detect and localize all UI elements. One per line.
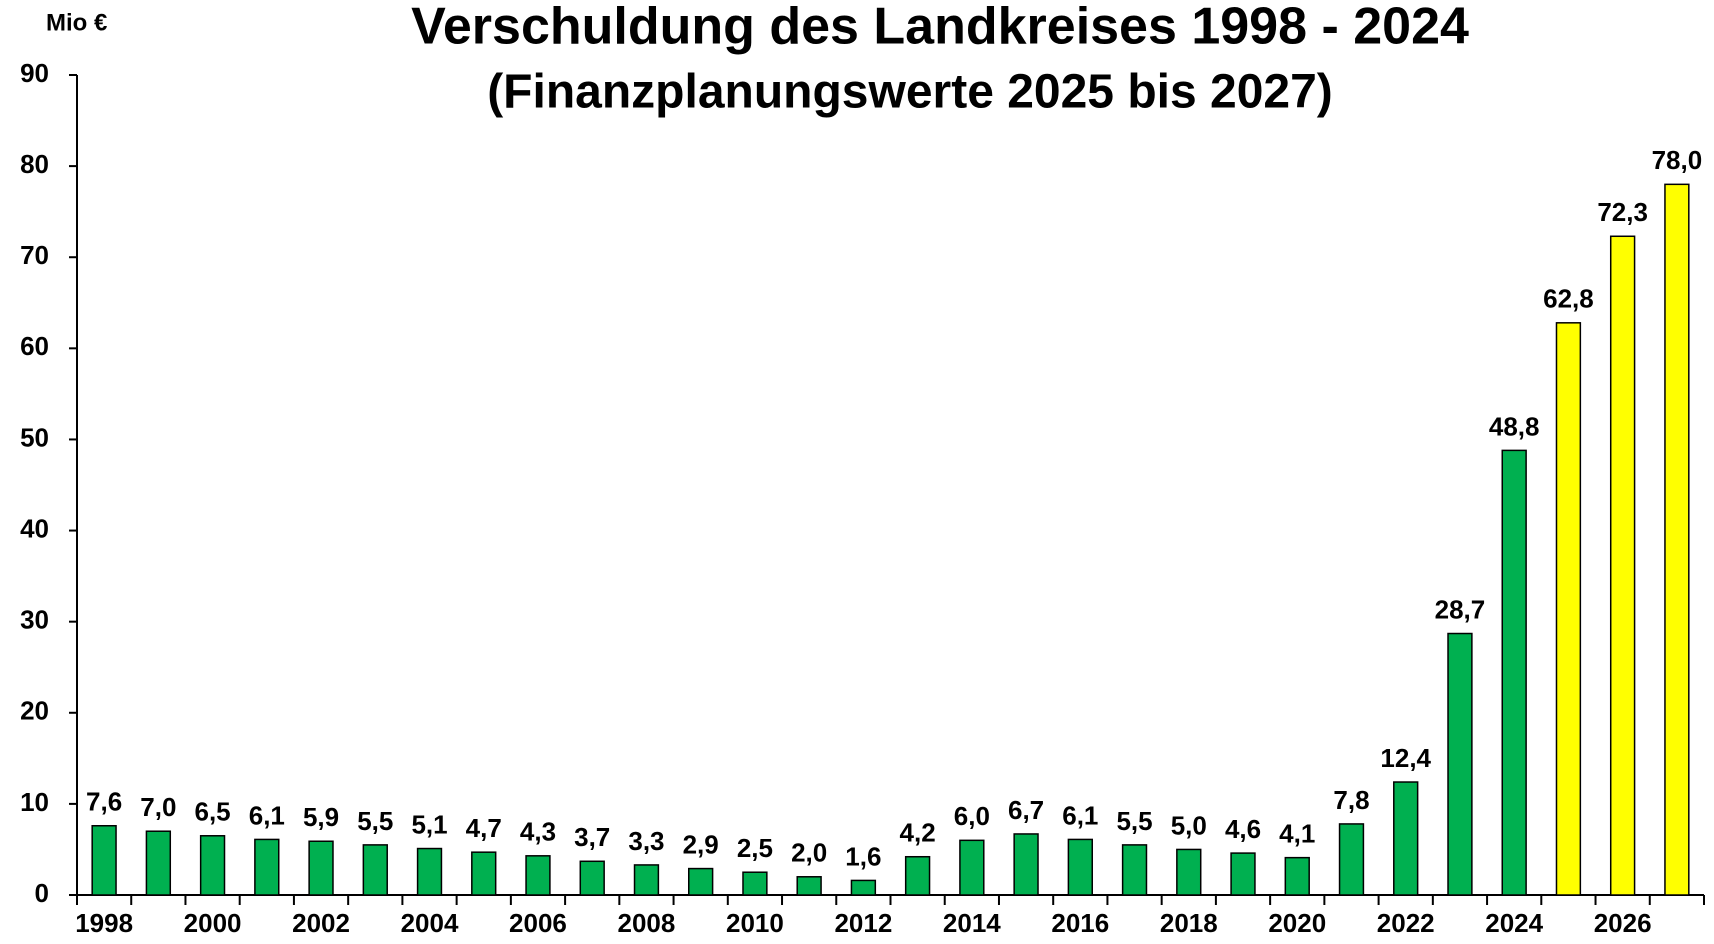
bar bbox=[796, 876, 822, 896]
data-label: 78,0 bbox=[1652, 145, 1703, 175]
data-label: 2,9 bbox=[683, 829, 719, 859]
y-tick-label: 40 bbox=[20, 513, 49, 543]
bar bbox=[416, 847, 443, 896]
y-tick-label: 60 bbox=[20, 331, 49, 361]
x-tick-label: 2002 bbox=[292, 908, 350, 938]
bar bbox=[904, 855, 931, 896]
data-label: 48,8 bbox=[1489, 411, 1540, 441]
data-label: 12,4 bbox=[1380, 743, 1431, 773]
data-label: 7,6 bbox=[86, 787, 122, 817]
y-axis-label: Mio € bbox=[46, 9, 107, 36]
data-label: 3,7 bbox=[574, 822, 610, 852]
data-label: 6,0 bbox=[954, 801, 990, 831]
bar bbox=[688, 867, 714, 896]
y-tick-label: 10 bbox=[20, 787, 49, 817]
x-tick-label: 2018 bbox=[1160, 908, 1218, 938]
bar bbox=[254, 838, 280, 896]
y-tick-label: 30 bbox=[20, 605, 49, 635]
data-label: 5,1 bbox=[411, 809, 447, 839]
data-label: 4,6 bbox=[1225, 814, 1261, 844]
data-label: 4,3 bbox=[520, 817, 556, 847]
data-label: 7,8 bbox=[1333, 785, 1369, 815]
x-tick-label: 2010 bbox=[726, 908, 784, 938]
bar bbox=[471, 851, 497, 896]
bar bbox=[525, 855, 551, 896]
x-tick-label: 2016 bbox=[1051, 908, 1109, 938]
bar bbox=[1501, 449, 1527, 896]
bar bbox=[199, 835, 226, 896]
y-tick-label: 0 bbox=[35, 878, 49, 908]
data-label: 3,3 bbox=[628, 826, 664, 856]
bar bbox=[1121, 844, 1148, 896]
chart-title: Verschuldung des Landkreises 1998 - 2024 bbox=[411, 0, 1469, 56]
data-label: 6,1 bbox=[1062, 800, 1098, 830]
data-label: 62,8 bbox=[1543, 284, 1594, 314]
data-label: 1,6 bbox=[845, 841, 881, 871]
bar bbox=[91, 825, 117, 896]
data-label: 4,7 bbox=[466, 813, 502, 843]
data-label: 5,5 bbox=[357, 806, 393, 836]
data-label: 6,1 bbox=[249, 800, 285, 830]
bar bbox=[1338, 823, 1365, 896]
chart-subtitle: (Finanzplanungswerte 2025 bis 2027) bbox=[487, 66, 1333, 119]
data-label: 4,2 bbox=[900, 818, 936, 848]
x-tick-label: 2020 bbox=[1268, 908, 1326, 938]
data-label: 6,7 bbox=[1008, 795, 1044, 825]
data-label: 5,0 bbox=[1171, 810, 1207, 840]
bar bbox=[1067, 838, 1093, 896]
y-tick-label: 50 bbox=[20, 422, 49, 452]
bar bbox=[1176, 848, 1202, 896]
data-label: 28,7 bbox=[1435, 594, 1486, 624]
bar bbox=[308, 840, 334, 896]
bar bbox=[633, 864, 660, 896]
bar bbox=[362, 844, 388, 896]
x-tick-label: 2012 bbox=[834, 908, 892, 938]
y-tick-label: 20 bbox=[20, 696, 49, 726]
bar bbox=[579, 860, 605, 896]
x-tick-label: 2026 bbox=[1594, 908, 1652, 938]
y-tick-label: 70 bbox=[20, 240, 49, 270]
x-tick-label: 2024 bbox=[1485, 908, 1543, 938]
bar bbox=[1230, 852, 1256, 896]
bar bbox=[850, 879, 877, 896]
bar bbox=[1609, 235, 1636, 896]
bar bbox=[1284, 856, 1310, 896]
x-tick-label: 2008 bbox=[618, 908, 676, 938]
y-tick-label: 80 bbox=[20, 149, 49, 179]
data-label: 2,5 bbox=[737, 833, 773, 863]
data-label: 7,0 bbox=[140, 792, 176, 822]
bar bbox=[1555, 322, 1582, 896]
data-label: 4,1 bbox=[1279, 819, 1315, 849]
bar bbox=[959, 839, 985, 896]
data-label: 72,3 bbox=[1597, 197, 1648, 227]
x-tick-label: 2006 bbox=[509, 908, 567, 938]
data-label: 6,5 bbox=[195, 797, 231, 827]
bar bbox=[1447, 632, 1473, 896]
data-label: 2,0 bbox=[791, 838, 827, 868]
x-tick-label: 2014 bbox=[943, 908, 1001, 938]
bar bbox=[1664, 183, 1690, 896]
bar bbox=[742, 871, 768, 896]
data-label: 5,9 bbox=[303, 802, 339, 832]
bar bbox=[1013, 833, 1039, 896]
y-tick-label: 90 bbox=[20, 58, 49, 88]
data-label: 5,5 bbox=[1116, 806, 1152, 836]
bar bbox=[1393, 781, 1419, 896]
x-tick-label: 2000 bbox=[184, 908, 242, 938]
x-tick-label: 2022 bbox=[1377, 908, 1435, 938]
bar bbox=[145, 830, 172, 896]
x-tick-label: 1998 bbox=[75, 908, 133, 938]
x-tick-label: 2004 bbox=[401, 908, 459, 938]
